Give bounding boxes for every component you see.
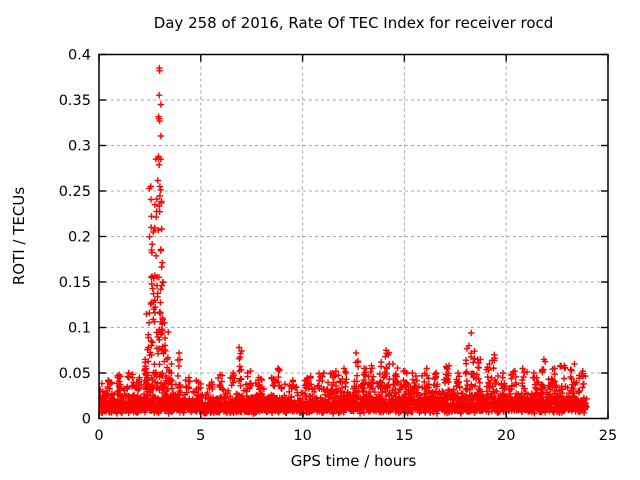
y-tick-label: 0.25 xyxy=(59,184,91,200)
x-tick-label: 25 xyxy=(599,428,617,444)
x-tick-label: 20 xyxy=(497,428,515,444)
y-tick-label: 0.35 xyxy=(59,93,91,109)
x-tick-label: 5 xyxy=(196,428,205,444)
x-tick-label: 10 xyxy=(293,428,311,444)
y-tick-label: 0.15 xyxy=(59,275,91,291)
chart-title: Day 258 of 2016, Rate Of TEC Index for r… xyxy=(153,14,554,32)
x-tick-label: 0 xyxy=(94,428,103,444)
x-axis-label: GPS time / hours xyxy=(290,452,417,470)
scatter-points-layer xyxy=(99,64,590,417)
x-tick-label: 15 xyxy=(395,428,413,444)
tick-labels: 0 5 10 15 20 25 0 0.05 0.1 0.15 0.2 0.25 0.3 0.35 0.4 xyxy=(59,48,618,445)
y-tick-label: 0.05 xyxy=(59,366,91,382)
y-tick-label: 0.3 xyxy=(68,139,91,155)
plot-frame xyxy=(98,53,609,420)
grid-lines xyxy=(99,54,608,419)
y-tick-label: 0.4 xyxy=(68,48,91,64)
y-tick-label: 0 xyxy=(82,412,91,428)
y-tick-label: 0.2 xyxy=(68,230,91,246)
y-tick-label: 0.1 xyxy=(68,321,91,337)
scatter-points xyxy=(99,64,590,417)
